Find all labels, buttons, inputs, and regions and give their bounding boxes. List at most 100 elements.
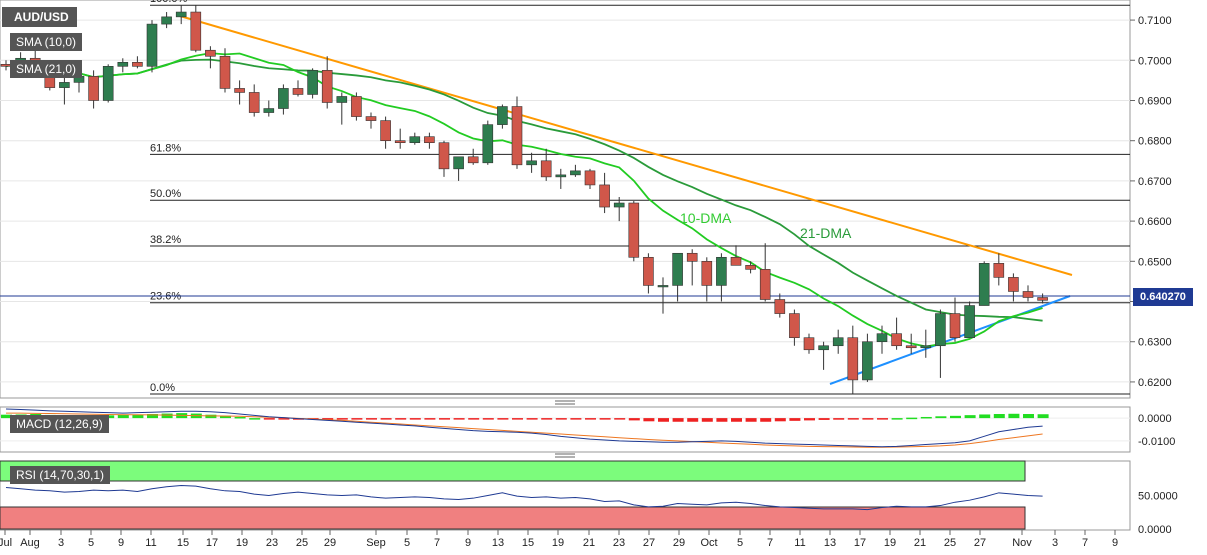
candle	[102, 64, 114, 103]
candle-body	[1022, 291, 1034, 298]
candle-body	[219, 55, 231, 89]
candle	[219, 48, 231, 93]
macd-histogram-bar	[497, 418, 509, 420]
candle-body	[891, 333, 902, 347]
macd-histogram-bar	[716, 418, 728, 422]
macd-histogram-bar	[1023, 414, 1034, 419]
macd-histogram-bar	[555, 418, 567, 420]
candle-body	[920, 345, 932, 349]
rsi-overbought-zone	[0, 460, 1026, 482]
macd-histogram-bar	[862, 418, 874, 420]
y-tick-label: 0.6300	[1138, 337, 1172, 349]
macd-label[interactable]: MACD (12,26,9)	[10, 415, 109, 433]
candle	[1022, 285, 1034, 302]
x-tick-label: 25	[944, 537, 956, 549]
macd-histogram-bar	[599, 418, 611, 420]
candle-body	[380, 120, 391, 141]
y-tick-label: 0.7100	[1138, 15, 1172, 27]
candle	[394, 128, 406, 149]
macd-histogram-bar	[658, 418, 669, 422]
x-tick-label: 17	[854, 537, 866, 549]
candle	[993, 253, 1005, 286]
candle-body	[336, 96, 348, 103]
sma10-label[interactable]: SMA (10,0)	[10, 33, 83, 51]
macd-lines	[5, 408, 1043, 448]
candle-body	[394, 140, 406, 144]
candle-body	[643, 256, 654, 286]
candle-body	[905, 345, 917, 349]
x-tick-label: 23	[266, 537, 278, 549]
candle-body	[686, 252, 698, 262]
candle	[292, 80, 304, 97]
sma21-label[interactable]: SMA (21,0)	[10, 60, 83, 78]
x-tick-label: 27	[974, 537, 986, 549]
macd-histogram-bar	[643, 418, 655, 422]
candle-body	[555, 174, 567, 178]
macd-histogram-bar	[380, 418, 392, 420]
moving-averages	[5, 52, 1043, 348]
candle-body	[862, 341, 873, 381]
candle-body	[599, 184, 610, 208]
candle-body	[716, 256, 727, 286]
candle-body	[278, 88, 289, 109]
candle-body	[409, 136, 421, 144]
macd-histogram-bar	[117, 414, 129, 419]
panel-resize-handle-2[interactable]	[555, 453, 575, 458]
candle	[526, 152, 537, 173]
candle-body	[657, 285, 669, 288]
macd-histogram-bar	[263, 418, 275, 420]
candle-body	[745, 265, 756, 270]
macd-histogram-bar	[687, 418, 699, 422]
candle	[701, 257, 713, 302]
x-tick-label: 5	[737, 537, 743, 549]
x-tick-label: 5	[88, 537, 94, 549]
macd-histogram-bar	[731, 418, 742, 422]
x-tick-label: 19	[552, 537, 564, 549]
rsi-label[interactable]: RSI (14,70,30,1)	[10, 466, 111, 484]
macd-histogram-bar	[278, 418, 290, 420]
macd-histogram-bar	[701, 418, 713, 422]
candle-body	[672, 252, 683, 286]
macd-histogram-bar	[877, 418, 888, 420]
y-tick-label: 0.6600	[1138, 216, 1172, 228]
candle-body	[730, 256, 742, 266]
x-tick-label: 13	[492, 537, 504, 549]
candle-body	[1037, 297, 1048, 301]
candle	[570, 164, 581, 177]
candle	[175, 5, 187, 25]
rsi-oversold-zone	[0, 506, 1026, 530]
x-tick-label: 9	[118, 537, 124, 549]
candle-body	[146, 23, 158, 67]
macd-histogram-bar	[468, 418, 480, 420]
panel-resize-handle-1[interactable]	[555, 400, 575, 405]
candle	[978, 261, 990, 306]
macd-histogram-bar	[774, 418, 786, 422]
candle	[643, 253, 654, 294]
candle	[832, 329, 844, 354]
x-tick-label: 13	[824, 537, 836, 549]
annotation-21dma: 21-DMA	[800, 225, 852, 241]
candle	[467, 148, 479, 165]
macd-histogram-bar	[789, 418, 801, 421]
candle-body	[234, 88, 245, 93]
macd-histogram-bar	[891, 418, 903, 420]
candle	[351, 92, 362, 121]
candle	[862, 333, 873, 382]
macd-histogram-bar	[935, 416, 947, 419]
candle	[935, 309, 946, 378]
candle-body	[628, 202, 640, 258]
candle-body	[759, 269, 771, 300]
candle	[949, 297, 961, 342]
candle-body	[482, 124, 494, 164]
macd-histogram-bar	[541, 418, 553, 420]
symbol-label[interactable]: AUD/USD	[2, 7, 77, 27]
candle-body	[175, 11, 187, 18]
fib-label: 50.0%	[150, 188, 181, 200]
candle-body	[570, 170, 581, 176]
candle-body	[964, 305, 975, 339]
x-tick-label: 11	[794, 537, 805, 549]
candle	[321, 56, 333, 109]
candle-body	[701, 261, 713, 286]
fib-label: 0.0%	[150, 382, 175, 394]
macd-histogram-bar	[964, 415, 976, 419]
